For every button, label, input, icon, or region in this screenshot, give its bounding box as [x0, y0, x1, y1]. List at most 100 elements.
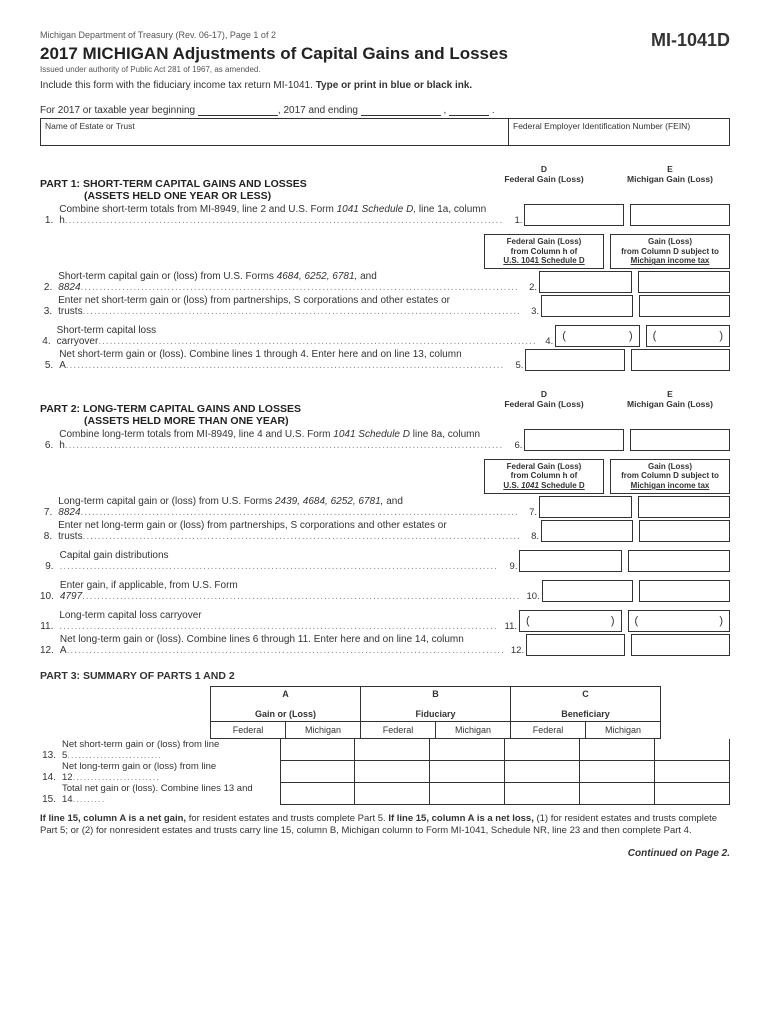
- line2-d-input[interactable]: [539, 271, 631, 293]
- name-field[interactable]: Name of Estate or Trust: [41, 119, 509, 145]
- line12-d-input[interactable]: [526, 634, 625, 656]
- line-desc: Enter gain, if applicable, from U.S. For…: [60, 580, 527, 602]
- line13-a-mich[interactable]: [355, 739, 430, 761]
- sub-mich: Michigan: [286, 721, 361, 738]
- part1-title: PART 1: SHORT-TERM CAPITAL GAINS AND LOS…: [40, 178, 484, 190]
- line3-d-input[interactable]: [541, 295, 632, 317]
- summary-table: AGain or (Loss) BFiduciary CBeneficiary …: [210, 686, 661, 739]
- line13-b-fed[interactable]: [430, 739, 505, 761]
- line13-c-fed[interactable]: [580, 739, 655, 761]
- line15-c-fed[interactable]: [580, 783, 655, 805]
- line4-e-input[interactable]: (): [646, 325, 730, 347]
- part3-title: PART 3: SUMMARY OF PARTS 1 AND 2: [40, 670, 730, 682]
- row-num: 10.: [526, 591, 541, 602]
- line-num: 4.: [40, 336, 57, 347]
- line14-c-fed[interactable]: [580, 761, 655, 783]
- col-e-hdr: EMichigan Gain (Loss): [610, 387, 730, 409]
- line11-e-input[interactable]: (): [628, 610, 731, 632]
- line-desc: Short-term capital loss carryover.......…: [57, 325, 543, 347]
- fein-label: Federal Employer Identification Number (…: [513, 121, 690, 131]
- row-num: 8.: [527, 531, 541, 542]
- line15-b-mich[interactable]: [505, 783, 580, 805]
- part2-title: PART 2: LONG-TERM CAPITAL GAINS AND LOSS…: [40, 403, 484, 415]
- line4-d-input[interactable]: (): [555, 325, 639, 347]
- line14-b-mich[interactable]: [505, 761, 580, 783]
- line15-a-mich[interactable]: [355, 783, 430, 805]
- sub-fed: Federal: [511, 721, 586, 738]
- line5-e-input[interactable]: [631, 349, 730, 371]
- col-e-hdr: EMichigan Gain (Loss): [610, 162, 730, 184]
- sub-e-hdr: Gain (Loss)from Column D subject toMichi…: [610, 234, 730, 269]
- col-b-hdr: BFiduciary: [361, 686, 511, 721]
- part2-subtitle: (ASSETS HELD MORE THAN ONE YEAR): [84, 415, 484, 427]
- line5-d-input[interactable]: [525, 349, 624, 371]
- line14-b-fed[interactable]: [430, 761, 505, 783]
- line-11: 11. Long-term capital loss carryover ...…: [40, 610, 730, 632]
- line10-e-input[interactable]: [639, 580, 730, 602]
- line10-d-input[interactable]: [542, 580, 633, 602]
- row-num: 11.: [504, 621, 519, 632]
- line12-e-input[interactable]: [631, 634, 730, 656]
- row-num: 4.: [543, 336, 556, 347]
- line-num: 7.: [40, 507, 58, 518]
- line7-e-input[interactable]: [638, 496, 730, 518]
- line-num: 14.: [40, 772, 62, 783]
- sub-d-hdr: Federal Gain (Loss)from Column h ofU.S. …: [484, 459, 604, 494]
- name-label: Name of Estate or Trust: [45, 121, 135, 131]
- line-1: 1. Combine short-term totals from MI-894…: [40, 204, 730, 226]
- line-num: 5.: [40, 360, 59, 371]
- line-2: 2. Short-term capital gain or (loss) fro…: [40, 271, 730, 293]
- row-num: 2.: [525, 282, 539, 293]
- line13-a-fed[interactable]: [280, 739, 355, 761]
- line-num: 3.: [40, 306, 58, 317]
- col-d-hdr: DFederal Gain (Loss): [484, 162, 604, 184]
- row-num: 5.: [510, 360, 525, 371]
- line-4: 4. Short-term capital loss carryover....…: [40, 325, 730, 347]
- year-begin-input[interactable]: [198, 105, 278, 116]
- line-desc: Enter net short-term gain or (loss) from…: [58, 295, 527, 317]
- line11-d-input[interactable]: (): [519, 610, 622, 632]
- line15-c-mich[interactable]: [655, 783, 730, 805]
- row-num: 3.: [527, 306, 541, 317]
- line14-a-fed[interactable]: [280, 761, 355, 783]
- line6-d-input[interactable]: [524, 429, 624, 451]
- line-desc: Capital gain distributions .............…: [60, 550, 504, 572]
- line3-e-input[interactable]: [639, 295, 730, 317]
- line-desc: Long-term capital gain or (loss) from U.…: [58, 496, 525, 518]
- year-end-year-input[interactable]: [449, 105, 489, 116]
- fein-field[interactable]: Federal Employer Identification Number (…: [509, 119, 729, 145]
- sub-d-hdr: Federal Gain (Loss)from Column h ofU.S. …: [484, 234, 604, 269]
- line-desc: Enter net long-term gain or (loss) from …: [58, 520, 527, 542]
- include-b: Type or print in blue or black ink.: [316, 80, 473, 91]
- line13-b-mich[interactable]: [505, 739, 580, 761]
- line-num: 11.: [40, 621, 59, 632]
- col-c-hdr: CBeneficiary: [511, 686, 661, 721]
- line-13: 13. Net short-term gain or (loss) from l…: [40, 739, 730, 761]
- line-14: 14. Net long-term gain or (loss) from li…: [40, 761, 730, 783]
- line2-e-input[interactable]: [638, 271, 730, 293]
- line8-d-input[interactable]: [541, 520, 632, 542]
- line-num: 1.: [40, 215, 59, 226]
- line14-c-mich[interactable]: [655, 761, 730, 783]
- sub-mich: Michigan: [586, 721, 661, 738]
- line13-c-mich[interactable]: [655, 739, 730, 761]
- sub-fed: Federal: [361, 721, 436, 738]
- line1-e-input[interactable]: [630, 204, 730, 226]
- line15-b-fed[interactable]: [430, 783, 505, 805]
- line8-e-input[interactable]: [639, 520, 730, 542]
- line15-a-fed[interactable]: [280, 783, 355, 805]
- line1-d-input[interactable]: [524, 204, 624, 226]
- line-desc: Net long-term gain or (loss). Combine li…: [60, 634, 511, 656]
- line9-d-input[interactable]: [519, 550, 621, 572]
- line14-a-mich[interactable]: [355, 761, 430, 783]
- year-end-input[interactable]: [361, 105, 441, 116]
- line6-e-input[interactable]: [630, 429, 730, 451]
- name-fein-box: Name of Estate or Trust Federal Employer…: [40, 118, 730, 146]
- row-num: 9.: [504, 561, 520, 572]
- line-3: 3. Enter net short-term gain or (loss) f…: [40, 295, 730, 317]
- line-10: 10. Enter gain, if applicable, from U.S.…: [40, 580, 730, 602]
- part1-sub-headers: Federal Gain (Loss)from Column h ofU.S. …: [40, 234, 730, 269]
- line9-e-input[interactable]: [628, 550, 730, 572]
- line7-d-input[interactable]: [539, 496, 631, 518]
- line-6: 6. Combine long-term totals from MI-8949…: [40, 429, 730, 451]
